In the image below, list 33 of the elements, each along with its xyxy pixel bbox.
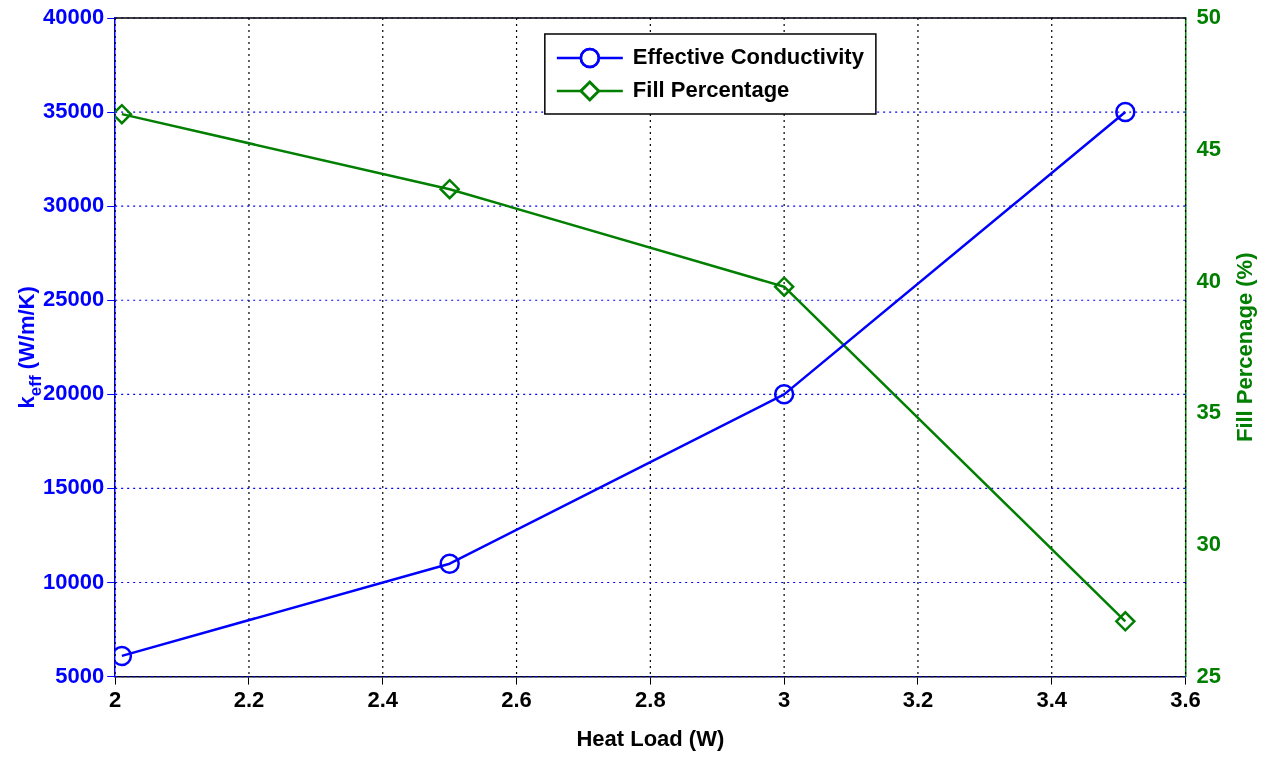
x-axis-title: Heat Load (W) <box>576 726 725 752</box>
legend-label: Fill Percentage <box>632 77 790 103</box>
y-tick-label: 15000 <box>42 474 105 500</box>
y2-tick-label: 25 <box>1196 662 1222 688</box>
y-tick-label: 25000 <box>42 286 105 312</box>
y2-tick-label: 35 <box>1196 399 1222 425</box>
y2-tick-label: 50 <box>1196 4 1222 30</box>
x-tick-label: 3 <box>778 686 791 712</box>
x-tick-label: 2.4 <box>367 686 399 712</box>
x-tick-label: 2 <box>109 686 122 712</box>
x-tick-label: 2.6 <box>501 686 532 712</box>
y-tick-label: 5000 <box>55 662 105 688</box>
y2-tick-label: 45 <box>1196 135 1222 161</box>
point <box>773 384 795 405</box>
legend-label: Effective Conductivity <box>632 44 865 70</box>
y-tick-label: 30000 <box>42 192 105 218</box>
x-tick-label: 2.8 <box>635 686 666 712</box>
point <box>439 553 460 574</box>
y2-tick-label: 40 <box>1196 267 1222 293</box>
x-tick-label: 3.4 <box>1036 686 1068 712</box>
point <box>1115 101 1136 123</box>
y2-tick-label: 30 <box>1196 530 1222 556</box>
y-tick-label: 40000 <box>42 4 105 30</box>
y-tick-label: 35000 <box>42 98 105 124</box>
x-tick-label: 2.2 <box>233 686 265 712</box>
y-tick-label: 20000 <box>42 380 105 406</box>
y2-axis-title: Fill Percenage (%) <box>1232 252 1258 443</box>
point <box>439 178 460 200</box>
x-tick-label: 3.6 <box>1170 686 1201 712</box>
point <box>1115 611 1136 632</box>
y-tick-label: 10000 <box>42 568 105 594</box>
x-tick-label: 3.2 <box>902 686 934 712</box>
point <box>773 276 795 297</box>
